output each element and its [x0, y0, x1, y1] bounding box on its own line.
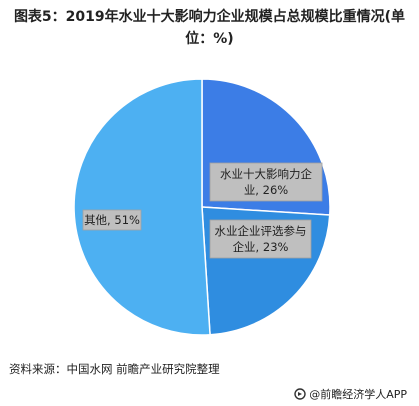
- data-label-line1: 水业十大影响力企: [220, 167, 312, 181]
- brand-text: @前瞻经济学人APP: [309, 388, 407, 401]
- data-label-line2: 企业, 23%: [233, 240, 289, 254]
- brand-logo-icon: [294, 388, 306, 400]
- data-label-box: [82, 209, 142, 231]
- source-note: 资料来源：中国水网 前瞻产业研究院整理: [9, 362, 220, 376]
- data-label-line1: 其他, 51%: [84, 213, 140, 227]
- data-label-line2: 业, 26%: [244, 183, 288, 197]
- data-label-line1: 水业企业评选参与: [215, 224, 307, 238]
- data-label-box: [209, 162, 323, 202]
- data-label-box: [209, 219, 312, 259]
- chart-title: 图表5：2019年水业十大影响力企业规模占总规模比重情况(单位：%): [13, 9, 406, 47]
- pie-slice: [73, 78, 211, 336]
- brand-credit: @前瞻经济学人APP: [294, 386, 407, 402]
